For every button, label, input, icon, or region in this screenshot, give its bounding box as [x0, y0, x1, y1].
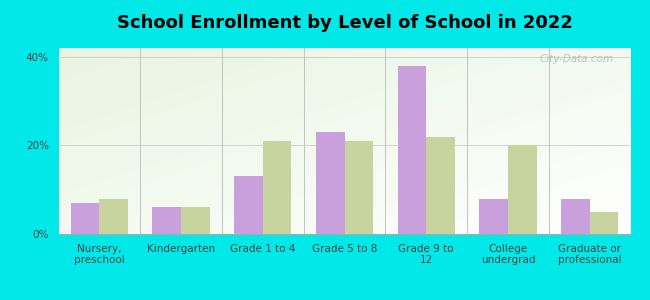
Bar — [263, 141, 291, 234]
Text: City-Data.com: City-Data.com — [540, 54, 614, 64]
Bar — [561, 199, 590, 234]
Bar — [181, 207, 210, 234]
Bar — [508, 146, 536, 234]
Bar — [316, 132, 344, 234]
Bar — [153, 207, 181, 234]
Bar — [426, 136, 455, 234]
Bar — [99, 199, 128, 234]
Title: School Enrollment by Level of School in 2022: School Enrollment by Level of School in … — [116, 14, 573, 32]
Bar — [398, 66, 426, 234]
Bar — [234, 176, 263, 234]
Bar — [71, 203, 99, 234]
Bar — [344, 141, 373, 234]
Bar — [590, 212, 618, 234]
Bar — [479, 199, 508, 234]
